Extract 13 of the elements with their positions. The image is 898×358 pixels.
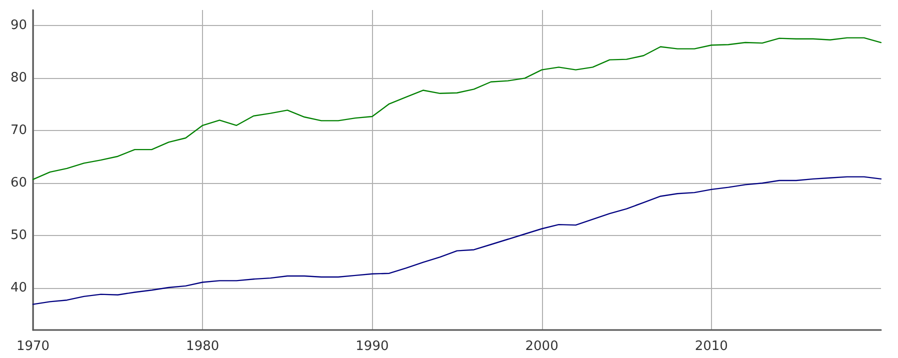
y-tick-label: 40 [10,280,27,296]
y-tick-label: 60 [10,176,27,191]
y-tick-label: 90 [10,18,27,34]
y-tick-label: 80 [10,70,27,86]
line-series [32,176,882,305]
x-tick-label: 2010 [694,339,728,354]
x-tick-label: 1970 [16,339,50,354]
x-tick-label: 1980 [186,339,220,354]
x-tick-label: 1990 [356,339,389,354]
line-series [32,37,882,180]
y-tick-label: 70 [10,123,27,138]
y-tick-label: 50 [10,228,27,244]
x-tick-label: 2000 [525,339,558,354]
